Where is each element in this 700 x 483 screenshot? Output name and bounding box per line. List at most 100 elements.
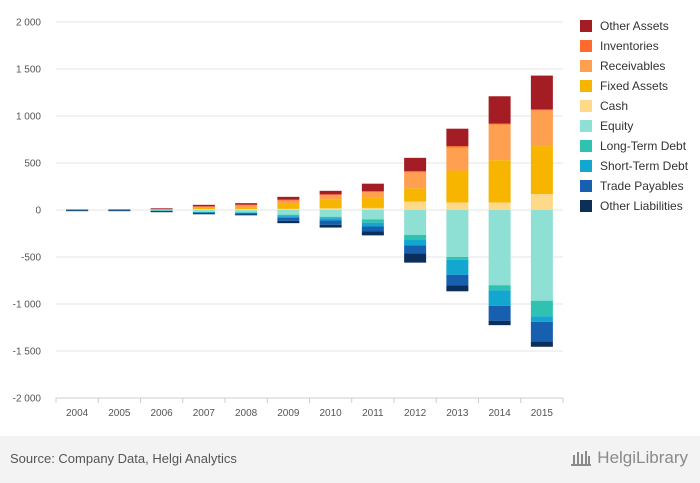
bar-trade-payables-2013 xyxy=(446,274,469,286)
legend-swatch xyxy=(580,40,592,52)
x-tick-label: 2008 xyxy=(235,408,258,419)
legend-item: Cash xyxy=(580,96,688,116)
legend-label: Long-Term Debt xyxy=(600,139,687,153)
legend-label: Cash xyxy=(600,99,629,113)
bar-cash-2012 xyxy=(404,201,427,210)
x-tick-label: 2015 xyxy=(531,408,554,419)
bar-equity-2010 xyxy=(319,210,342,217)
bar-other-assets-2005 xyxy=(108,209,131,211)
x-tick-label: 2011 xyxy=(362,408,384,419)
legend-item: Other Assets xyxy=(580,16,688,36)
legend-label: Receivables xyxy=(600,59,666,73)
bar-trade-payables-2012 xyxy=(404,245,427,254)
bar-other-liabilities-2008 xyxy=(235,214,258,216)
logo-text: HelgiLibrary xyxy=(597,448,688,467)
y-tick-label: -1 500 xyxy=(13,347,42,358)
bar-long-term-debt-2009 xyxy=(277,214,300,217)
bar-cash-2013 xyxy=(446,202,469,210)
bar-fixed-assets-2007 xyxy=(192,207,215,210)
bar-receivables-2013 xyxy=(446,147,469,171)
bar-other-liabilities-2014 xyxy=(488,320,511,326)
bar-other-assets-2015 xyxy=(530,75,553,110)
bar-other-liabilities-2015 xyxy=(530,341,553,347)
bar-inventories-2014 xyxy=(488,123,511,125)
bar-other-assets-2014 xyxy=(488,96,511,124)
bar-other-liabilities-2010 xyxy=(319,224,342,228)
legend-swatch xyxy=(580,180,592,192)
bar-short-term-debt-2007 xyxy=(192,212,215,214)
bar-trade-payables-2009 xyxy=(277,217,300,221)
bar-receivables-2014 xyxy=(488,124,511,161)
bar-other-liabilities-2005 xyxy=(108,210,131,212)
bar-other-assets-2011 xyxy=(361,183,384,192)
legend-item: Equity xyxy=(580,116,688,136)
bar-trade-payables-2015 xyxy=(530,321,553,342)
bar-long-term-debt-2010 xyxy=(319,216,342,219)
legend-item: Other Liabilities xyxy=(580,196,688,216)
bar-cash-2011 xyxy=(361,207,384,210)
y-tick-label: 1 000 xyxy=(16,112,41,123)
y-tick-label: 1 500 xyxy=(16,65,41,76)
bar-fixed-assets-2010 xyxy=(319,199,342,209)
bar-equity-2013 xyxy=(446,210,469,257)
bar-cash-2008 xyxy=(235,209,258,210)
legend-item: Long-Term Debt xyxy=(580,136,688,156)
legend-swatch xyxy=(580,20,592,32)
legend-label: Equity xyxy=(600,119,634,133)
bar-inventories-2011 xyxy=(361,191,384,192)
bar-other-assets-2008 xyxy=(235,203,258,205)
bar-trade-payables-2007 xyxy=(192,212,215,214)
bar-receivables-2012 xyxy=(404,172,427,189)
legend-swatch xyxy=(580,200,592,212)
bar-equity-2006 xyxy=(150,210,173,211)
bar-other-assets-2013 xyxy=(446,128,469,147)
bar-cash-2010 xyxy=(319,208,342,210)
legend-item: Fixed Assets xyxy=(580,76,688,96)
legend-swatch xyxy=(580,100,592,112)
legend-label: Other Liabilities xyxy=(600,199,683,213)
library-columns-icon xyxy=(571,451,592,466)
bar-equity-2014 xyxy=(488,210,511,286)
bar-fixed-assets-2012 xyxy=(404,188,427,202)
bar-other-assets-2006 xyxy=(150,208,173,210)
bar-inventories-2009 xyxy=(277,199,300,201)
bar-fixed-assets-2009 xyxy=(277,203,300,209)
bar-inventories-2012 xyxy=(404,170,427,173)
bar-other-liabilities-2013 xyxy=(446,285,469,292)
x-tick-label: 2005 xyxy=(108,408,131,419)
x-tick-label: 2007 xyxy=(193,408,216,419)
bar-short-term-debt-2014 xyxy=(488,290,511,306)
bar-fixed-assets-2013 xyxy=(446,170,469,203)
bar-other-liabilities-2012 xyxy=(404,253,427,263)
legend-swatch xyxy=(580,60,592,72)
bar-cash-2014 xyxy=(488,202,511,210)
legend-swatch xyxy=(580,140,592,152)
bar-other-assets-2010 xyxy=(319,190,342,195)
bar-fixed-assets-2011 xyxy=(361,197,384,208)
bar-inventories-2010 xyxy=(319,194,342,196)
bar-cash-2015 xyxy=(530,194,553,210)
x-tick-label: 2004 xyxy=(66,408,89,419)
bar-inventories-2008 xyxy=(235,204,258,206)
helgi-library-logo: HelgiLibrary xyxy=(570,448,688,468)
y-tick-label: 0 xyxy=(35,206,41,217)
bar-fixed-assets-2014 xyxy=(488,160,511,203)
bar-receivables-2007 xyxy=(192,206,215,208)
legend-item: Inventories xyxy=(580,36,688,56)
legend-item: Trade Payables xyxy=(580,176,688,196)
y-tick-label: -1 000 xyxy=(13,300,42,311)
y-tick-label: -500 xyxy=(21,253,41,264)
bar-short-term-debt-2009 xyxy=(277,216,300,218)
bar-receivables-2008 xyxy=(235,204,258,207)
bar-long-term-debt-2014 xyxy=(488,285,511,291)
bar-receivables-2009 xyxy=(277,200,300,204)
bar-long-term-debt-2011 xyxy=(361,219,384,223)
bar-inventories-2007 xyxy=(192,206,215,208)
bar-trade-payables-2014 xyxy=(488,305,511,321)
bar-long-term-debt-2013 xyxy=(446,257,469,260)
bar-trade-payables-2011 xyxy=(361,226,384,232)
bar-short-term-debt-2008 xyxy=(235,212,258,214)
bar-equity-2011 xyxy=(361,210,384,220)
legend: Other Assets Inventories Receivables Fixed … xyxy=(580,16,688,216)
bar-trade-payables-2008 xyxy=(235,213,258,215)
